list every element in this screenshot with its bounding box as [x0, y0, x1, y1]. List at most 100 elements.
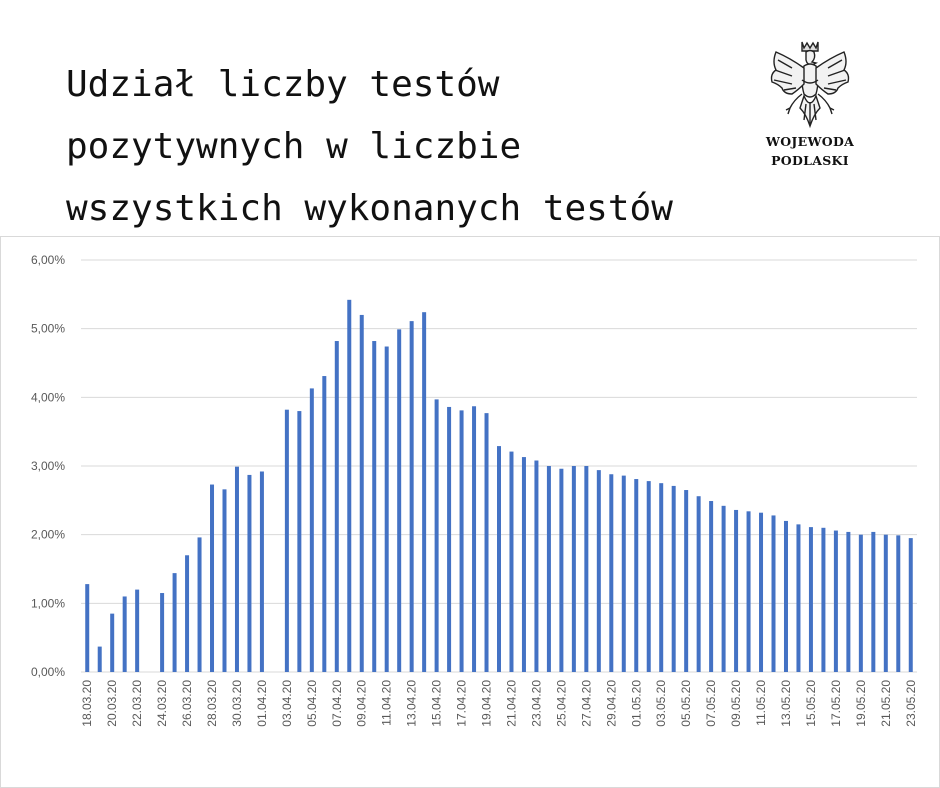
bar [409, 321, 414, 672]
x-tick-label: 09.05.20 [729, 680, 743, 727]
title-line-3: wszystkich wykonanych testów [66, 188, 673, 229]
x-tick-label: 29.04.20 [604, 680, 618, 727]
bar [297, 411, 302, 672]
bar [634, 479, 639, 672]
bar [734, 509, 739, 672]
bar [122, 596, 127, 672]
bar [447, 406, 452, 672]
bar [571, 466, 576, 672]
bar [871, 531, 876, 672]
bar [334, 341, 339, 672]
x-tick-label: 07.05.20 [704, 680, 718, 727]
bar [771, 515, 776, 672]
x-tick-label: 01.04.20 [255, 680, 269, 727]
x-tick-label: 25.04.20 [554, 680, 568, 727]
bar [883, 534, 888, 672]
x-tick-label: 21.04.20 [504, 680, 518, 727]
bar [434, 399, 439, 672]
bar [521, 457, 526, 672]
bar [85, 584, 90, 672]
bar [160, 593, 165, 672]
bar [833, 530, 838, 672]
bar [509, 451, 514, 672]
x-tick-label: 19.04.20 [480, 680, 494, 727]
bar [721, 505, 726, 672]
bar [671, 485, 676, 672]
x-tick-label: 21.05.20 [879, 680, 893, 727]
x-tick-label: 11.05.20 [754, 680, 768, 726]
bar [484, 413, 489, 672]
bar [746, 511, 751, 672]
x-tick-label: 13.05.20 [779, 680, 793, 727]
x-tick-label: 05.04.20 [305, 680, 319, 727]
bar [821, 527, 826, 672]
bar [472, 406, 477, 672]
bar [546, 466, 551, 672]
voivode-emblem: WOJEWODA PODLASKI [760, 36, 860, 170]
white-eagle-icon [770, 41, 850, 129]
x-tick-label: 07.04.20 [330, 680, 344, 727]
bar [559, 468, 564, 672]
bar [372, 341, 377, 672]
x-tick-label: 05.05.20 [679, 680, 693, 727]
x-tick-label: 15.05.20 [804, 680, 818, 727]
y-tick-label: 6,00% [31, 253, 65, 267]
bar [135, 589, 140, 672]
bar [596, 470, 601, 672]
x-tick-label: 23.05.20 [904, 680, 918, 727]
x-tick-label: 26.03.20 [180, 680, 194, 727]
y-tick-label: 2,00% [31, 528, 65, 542]
x-tick-label: 17.04.20 [455, 680, 469, 727]
x-tick-label: 15.04.20 [430, 680, 444, 727]
x-tick-label: 09.04.20 [355, 680, 369, 727]
bar [459, 410, 464, 672]
bar [259, 471, 264, 672]
bar [908, 538, 913, 672]
bar [384, 346, 389, 672]
y-tick-label: 3,00% [31, 459, 65, 473]
bar [497, 446, 501, 672]
bar [584, 466, 589, 672]
bar [322, 376, 327, 672]
x-tick-label: 23.04.20 [529, 680, 543, 727]
bar [534, 460, 539, 672]
title-line-1: Udział liczby testów [66, 64, 500, 105]
x-tick-label: 27.04.20 [579, 680, 593, 727]
bar [359, 314, 364, 672]
y-tick-label: 5,00% [31, 322, 65, 336]
bar [185, 555, 190, 672]
x-tick-label: 03.04.20 [280, 680, 294, 727]
emblem-line-1: WOJEWODA [765, 134, 855, 149]
x-tick-label: 24.03.20 [155, 680, 169, 727]
chart-title: Udział liczby testów pozytywnych w liczb… [66, 54, 766, 240]
bar [696, 496, 701, 672]
y-tick-label: 0,00% [31, 665, 65, 679]
bar [659, 483, 664, 672]
x-tick-label: 22.03.20 [130, 680, 144, 727]
chart-area: 0,00% 1,00% 2,00% 3,00% 4,00% 5,00% 6,00% 18.0… [0, 236, 940, 788]
emblem-line-2: PODLASKI [771, 153, 849, 168]
x-tick-label: 11.04.20 [380, 680, 394, 726]
title-line-2: pozytywnych w liczbie [66, 126, 522, 167]
y-tick-label: 1,00% [31, 596, 65, 610]
bar [609, 474, 614, 672]
bar [309, 388, 314, 672]
bar [284, 409, 289, 672]
x-tick-label: 20.03.20 [105, 680, 119, 727]
bar [808, 527, 813, 672]
bar [222, 489, 227, 672]
bar [759, 512, 764, 672]
bar [197, 537, 202, 672]
x-tick-label: 17.05.20 [829, 680, 843, 727]
bar [172, 573, 177, 672]
bar [97, 646, 102, 672]
x-tick-label: 13.04.20 [405, 680, 419, 727]
x-tick-label: 19.05.20 [854, 680, 868, 727]
bar [422, 312, 427, 672]
bar-chart: 0,00% 1,00% 2,00% 3,00% 4,00% 5,00% 6,00% 18.0… [31, 253, 918, 727]
bar [783, 520, 788, 672]
bar [397, 329, 402, 672]
bar [858, 534, 863, 672]
bar [210, 484, 215, 672]
bar [846, 531, 851, 672]
